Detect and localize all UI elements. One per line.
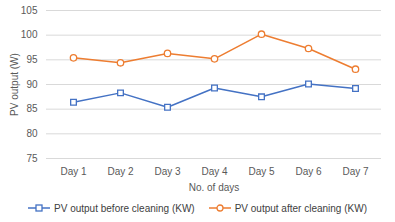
svg-text:Day 6: Day 6 (295, 166, 322, 177)
svg-text:Day 1: Day 1 (60, 166, 87, 177)
svg-text:Day 2: Day 2 (107, 166, 134, 177)
svg-text:75: 75 (26, 153, 38, 164)
svg-text:Day 5: Day 5 (248, 166, 275, 177)
svg-text:95: 95 (26, 54, 38, 65)
svg-text:105: 105 (21, 5, 38, 16)
svg-text:Day 7: Day 7 (342, 166, 369, 177)
svg-text:85: 85 (26, 103, 38, 114)
svg-text:90: 90 (26, 79, 38, 90)
html-text:PV output before cleaning (KW): PV output before cleaning (KW) (54, 202, 195, 214)
svg-text:Day 4: Day 4 (201, 166, 228, 177)
svg-text:Day 3: Day 3 (154, 166, 181, 177)
svg-text:100: 100 (21, 29, 38, 40)
svg-text:PV output (W): PV output (W) (9, 53, 20, 116)
html-text:PV output after cleaning (KW): PV output after cleaning (KW) (234, 202, 367, 214)
svg-text:No. of days: No. of days (189, 182, 240, 193)
svg-text:80: 80 (26, 128, 38, 139)
